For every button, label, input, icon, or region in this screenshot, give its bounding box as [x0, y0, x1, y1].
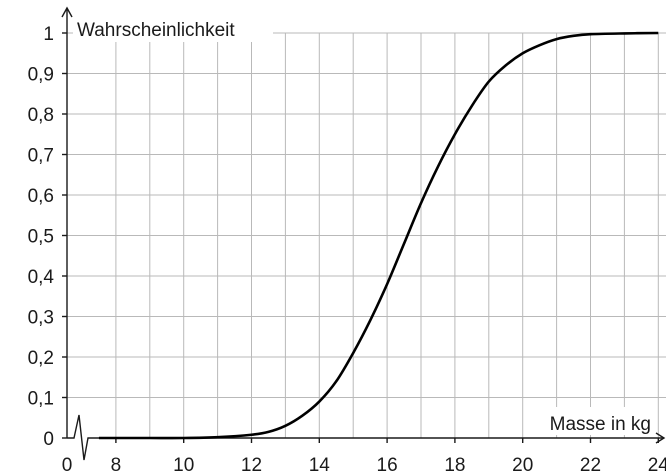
y-tick-label: 0,8 [28, 105, 54, 126]
y-tick-label: 0,9 [28, 65, 54, 86]
x-tick-label: 22 [580, 455, 601, 475]
y-tick-label: 0 [43, 429, 54, 450]
x-axis-title: Masse in kg [550, 414, 651, 435]
grid [67, 32, 666, 438]
x-tick-label: 18 [444, 455, 465, 475]
y-tick-label: 0,1 [28, 389, 54, 410]
x-tick-label: 16 [377, 455, 398, 475]
axis-titles: Wahrscheinlichkeit Masse in kg [73, 14, 655, 435]
x-axis-title-background [529, 407, 655, 435]
distribution-curve [98, 31, 659, 440]
x-tick-label: 0 [62, 455, 73, 475]
x-tick-label: 10 [173, 455, 194, 475]
x-tick-label: 24 [648, 455, 666, 475]
x-tick-label: 12 [241, 455, 262, 475]
curve-layer [98, 31, 659, 440]
x-tick-label: 8 [111, 455, 122, 475]
y-tick-label: 0,7 [28, 146, 54, 167]
y-tick-label: 0,6 [28, 186, 54, 207]
y-axis-title-background [73, 14, 273, 42]
y-axis-arrow [61, 6, 73, 18]
axes [61, 6, 666, 461]
y-tick-label: 0,4 [28, 267, 55, 288]
y-axis-title: Wahrscheinlichkeit [77, 20, 235, 41]
x-tick-label: 20 [512, 455, 533, 475]
y-tick-label: 1 [43, 24, 54, 45]
y-tick-label: 0,5 [28, 227, 54, 248]
y-tick-label: 0,3 [28, 308, 54, 329]
x-tick-label: 14 [309, 455, 331, 475]
tick-labels: 00,10,20,30,40,50,60,70,80,910 8 10 12 14 16 1… [28, 24, 666, 475]
y-tick-label: 0,2 [28, 348, 54, 369]
